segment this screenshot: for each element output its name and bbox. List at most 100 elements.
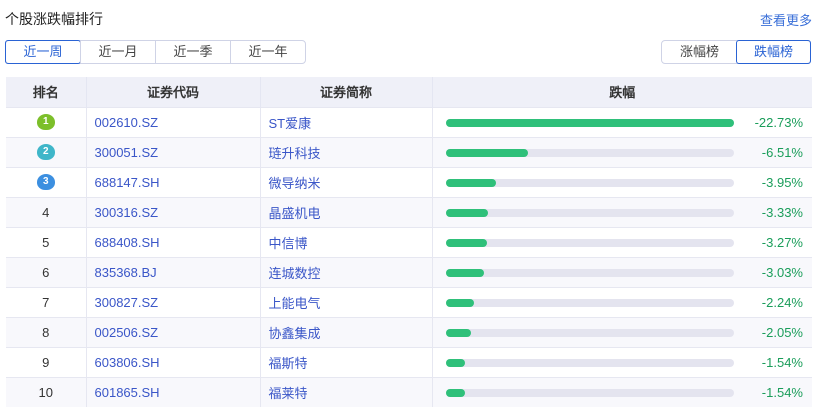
code-cell: 603806.SH	[86, 346, 261, 377]
table-row: 5 688408.SH 中信博 -3.27%	[6, 226, 812, 257]
code-cell: 835368.BJ	[86, 256, 261, 287]
change-cell: -3.27%	[432, 226, 812, 257]
stock-name-link[interactable]: 连城数控	[268, 265, 321, 281]
change-value: -1.54%	[761, 384, 803, 400]
change-value: -1.54%	[761, 354, 803, 370]
change-cell: -1.54%	[432, 376, 812, 407]
stock-name-link[interactable]: 微导纳米	[268, 175, 321, 191]
change-value: -3.27%	[761, 234, 803, 250]
rank-cell: 10	[6, 376, 87, 407]
stock-name-link[interactable]: 福莱特	[268, 385, 308, 401]
code-cell: 300827.SZ	[86, 286, 261, 317]
stock-code-link[interactable]: 688147.SH	[94, 174, 160, 190]
rank-number: 9	[42, 354, 50, 370]
stock-name-link[interactable]: 上能电气	[268, 295, 321, 311]
table-row: 1 002610.SZ ST爱康 -22.73%	[6, 106, 812, 137]
change-bar-track	[445, 238, 734, 247]
rank-number: 7	[42, 294, 50, 310]
rank-cell: 3	[6, 166, 87, 197]
table-row: 8 002506.SZ 协鑫集成 -2.05%	[6, 316, 812, 347]
code-cell: 300051.SZ	[86, 136, 261, 167]
code-cell: 688408.SH	[86, 226, 261, 257]
change-cell: -1.54%	[432, 346, 812, 377]
stock-name-link[interactable]: 中信博	[268, 235, 308, 251]
stock-name-link[interactable]: 协鑫集成	[268, 325, 321, 341]
tab-quarter[interactable]: 近一季	[155, 41, 230, 63]
change-bar-fill	[445, 328, 472, 337]
view-more-link[interactable]: 查看更多	[759, 13, 812, 28]
rank-cell: 8	[6, 316, 87, 347]
change-value: -2.05%	[761, 324, 803, 340]
rank-medal-icon: 1	[36, 114, 55, 131]
change-value: -3.95%	[761, 174, 803, 190]
stock-name-link[interactable]: ST爱康	[268, 115, 312, 131]
col-code: 证券代码	[86, 77, 261, 107]
rank-cell: 7	[6, 286, 87, 317]
code-cell: 601865.SH	[86, 376, 261, 407]
change-bar-track	[445, 208, 734, 217]
name-cell: 微导纳米	[260, 166, 433, 197]
table-row: 3 688147.SH 微导纳米 -3.95%	[6, 166, 812, 197]
table-row: 4 300316.SZ 晶盛机电 -3.33%	[6, 196, 812, 227]
tab-losers[interactable]: 跌幅榜	[736, 40, 811, 64]
rank-medal-icon: 3	[36, 174, 55, 191]
col-change: 跌幅	[432, 77, 812, 107]
period-tabs: 近一周 近一月 近一季 近一年	[5, 40, 306, 64]
col-rank: 排名	[6, 77, 87, 107]
stock-code-link[interactable]: 603806.SH	[94, 354, 160, 370]
change-bar-track	[445, 328, 734, 337]
code-cell: 002610.SZ	[86, 106, 261, 137]
rank-cell: 9	[6, 346, 87, 377]
tab-week[interactable]: 近一周	[5, 40, 81, 64]
stock-code-link[interactable]: 601865.SH	[94, 384, 160, 400]
change-value: -3.33%	[761, 204, 803, 220]
change-bar-track	[445, 358, 734, 367]
stock-code-link[interactable]: 835368.BJ	[94, 264, 157, 280]
code-cell: 002506.SZ	[86, 316, 261, 347]
code-cell: 688147.SH	[86, 166, 261, 197]
name-cell: ST爱康	[260, 106, 433, 137]
stock-name-link[interactable]: 琏升科技	[268, 145, 321, 161]
tab-month[interactable]: 近一月	[80, 41, 155, 63]
name-cell: 协鑫集成	[260, 316, 433, 347]
rank-cell: 1	[6, 106, 87, 137]
change-bar-fill	[445, 118, 734, 127]
col-name: 证券简称	[260, 77, 433, 107]
stock-code-link[interactable]: 300827.SZ	[94, 294, 159, 310]
change-value: -6.51%	[761, 144, 803, 160]
table-row: 6 835368.BJ 连城数控 -3.03%	[6, 256, 812, 287]
rank-number: 6	[42, 264, 50, 280]
change-cell: -3.33%	[432, 196, 812, 227]
tab-gainers[interactable]: 涨幅榜	[679, 44, 719, 59]
stock-code-link[interactable]: 688408.SH	[94, 234, 160, 250]
change-bar-track	[445, 148, 734, 157]
change-bar-fill	[445, 238, 487, 247]
rank-number: 5	[42, 234, 50, 250]
rank-cell: 4	[6, 196, 87, 227]
change-bar-fill	[445, 358, 465, 367]
name-cell: 琏升科技	[260, 136, 433, 167]
rank-number: 8	[42, 324, 50, 340]
change-cell: -6.51%	[432, 136, 812, 167]
stock-code-link[interactable]: 300316.SZ	[94, 204, 159, 220]
tab-year[interactable]: 近一年	[230, 41, 305, 63]
change-bar-track	[445, 118, 734, 127]
ranking-table: 排名 证券代码 证券简称 跌幅 1 002610.SZ ST爱康 -22.73%…	[6, 77, 812, 407]
change-bar-track	[445, 388, 734, 397]
name-cell: 中信博	[260, 226, 433, 257]
table-row: 7 300827.SZ 上能电气 -2.24%	[6, 286, 812, 317]
name-cell: 福斯特	[260, 346, 433, 377]
change-cell: -2.24%	[432, 286, 812, 317]
stock-name-link[interactable]: 福斯特	[268, 355, 308, 371]
change-bar-track	[445, 298, 734, 307]
rank-number: 10	[38, 384, 53, 400]
stock-name-link[interactable]: 晶盛机电	[268, 205, 321, 221]
table-row: 10 601865.SH 福莱特 -1.54%	[6, 376, 812, 407]
change-value: -2.24%	[761, 294, 803, 310]
table-row: 9 603806.SH 福斯特 -1.54%	[6, 346, 812, 377]
stock-code-link[interactable]: 300051.SZ	[94, 144, 159, 160]
stock-code-link[interactable]: 002506.SZ	[94, 324, 159, 340]
change-cell: -22.73%	[432, 106, 812, 137]
stock-code-link[interactable]: 002610.SZ	[94, 114, 159, 130]
name-cell: 晶盛机电	[260, 196, 433, 227]
